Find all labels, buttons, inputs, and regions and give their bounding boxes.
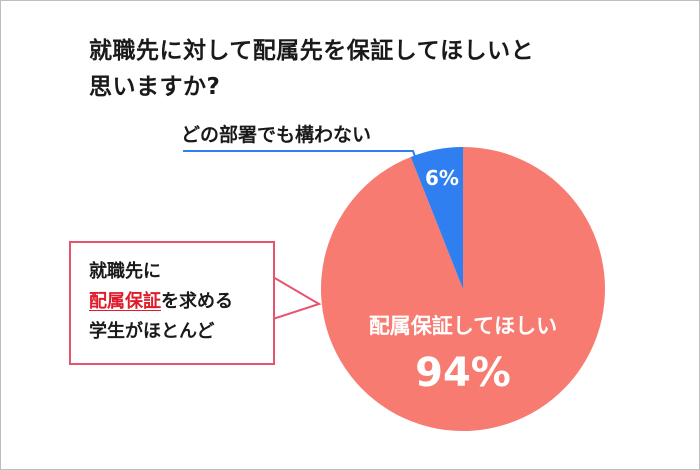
callout-pointer [272,275,322,321]
survey-question: 就職先に対して配属先を保証してほしいと 思いますか? [89,33,649,105]
major-slice-value-label: 94% [415,350,511,396]
callout-box [69,241,275,365]
pie-slice-minor [410,147,463,289]
minor-slice-label: どの部署でも構わない [181,123,371,146]
callout-line-2: 配属保証を求める [89,287,233,317]
minor-slice-value-label: 6% [425,166,459,190]
question-line-2: 思いますか? [89,74,221,100]
major-slice-label: 配属保証してほしい [369,314,557,338]
question-line-1: 就職先に対して配属先を保証してほしいと [89,38,535,64]
callout-text: 就職先に 配属保証を求める 学生がほとんど [89,257,233,347]
callout-highlight: 配属保証 [89,291,161,312]
callout-line-2-rest: を求める [161,291,233,312]
pie-slice-major [320,147,605,432]
callout-line-3: 学生がほとんど [89,321,215,342]
minor-slice-leader-line [183,150,422,174]
callout-line-1: 就職先に [89,261,161,282]
